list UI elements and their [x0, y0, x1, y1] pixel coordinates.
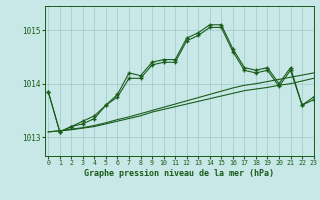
X-axis label: Graphe pression niveau de la mer (hPa): Graphe pression niveau de la mer (hPa) [84, 169, 274, 178]
